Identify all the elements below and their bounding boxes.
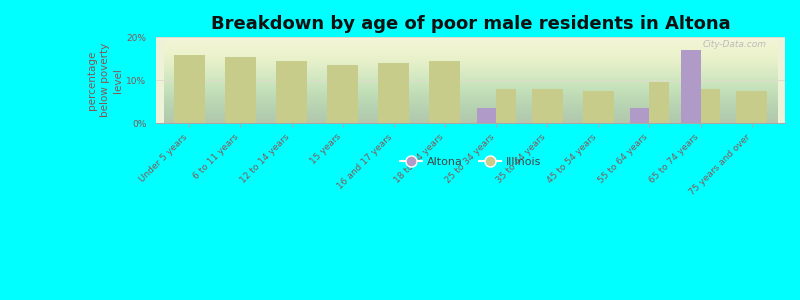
Text: City-Data.com: City-Data.com	[702, 40, 766, 49]
Bar	[496, 89, 515, 123]
Bar	[736, 91, 767, 123]
Bar	[225, 57, 256, 123]
Bar	[532, 89, 562, 123]
Bar	[650, 82, 669, 123]
Bar	[630, 108, 650, 123]
Bar	[276, 61, 307, 123]
Bar	[701, 89, 720, 123]
Title: Breakdown by age of poor male residents in Altona: Breakdown by age of poor male residents …	[210, 15, 730, 33]
Bar	[327, 65, 358, 123]
Bar	[681, 50, 701, 123]
Bar	[378, 63, 410, 123]
Bar	[430, 61, 461, 123]
Bar	[174, 55, 205, 123]
Bar	[477, 108, 496, 123]
Y-axis label: percentage
below poverty
level: percentage below poverty level	[87, 43, 123, 118]
Bar	[583, 91, 614, 123]
Legend: Altona, Illinois: Altona, Illinois	[395, 152, 546, 171]
